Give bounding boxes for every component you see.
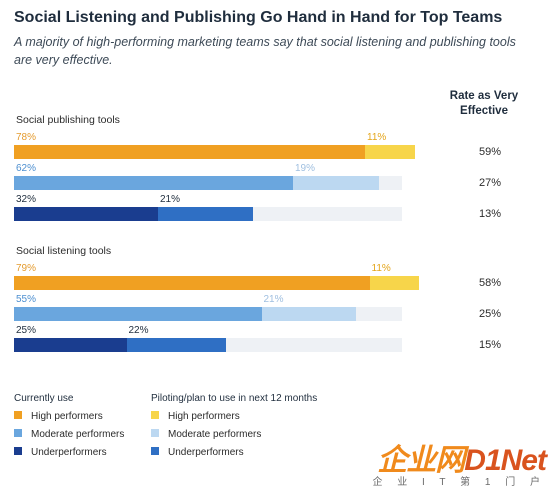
value-label-piloting-high: 11% [371,263,391,274]
bar-currently-use-high [14,276,370,290]
bar-currently-use-under [14,338,127,352]
legend-item-currently-high: High performers [14,411,103,422]
value-label-currently-use-moderate: 62% [16,163,37,174]
rate-value-under: 13% [478,208,502,220]
value-label-piloting-moderate: 21% [263,294,284,305]
bar-piloting-high [365,145,415,159]
watermark-logo: 企业网D1Net 企 业 I T 第 1 门 户 [372,444,547,488]
group-label-publishing: Social publishing tools [16,114,120,126]
rate-column-header: Rate as Very Effective [449,90,519,117]
bar-currently-use-high [14,145,365,159]
legend-swatch [14,447,22,456]
rate-value-moderate: 27% [478,177,502,189]
bar-piloting-high [369,276,419,290]
value-label-currently-use-under: 32% [16,194,37,205]
value-label-currently-use-high: 78% [16,132,37,143]
bar-piloting-moderate [261,307,356,321]
bar-track-moderate [14,307,402,321]
legend-swatch [151,429,159,438]
bar-currently-use-moderate [14,307,262,321]
bar-track-moderate [14,176,402,190]
legend-swatch [151,411,159,420]
value-label-currently-use-under: 25% [16,325,37,336]
bar-piloting-under [126,338,226,352]
bar-piloting-moderate [293,176,379,190]
value-label-piloting-moderate: 19% [295,163,316,174]
bar-track-under [14,338,402,352]
legend-item-currently-under: Underperformers [14,447,107,458]
legend-item-currently-moderate: Moderate performers [14,429,124,440]
bar-piloting-under [158,207,253,221]
rate-value-high: 58% [478,277,502,289]
rate-value-under: 15% [478,339,502,351]
value-label-piloting-under: 21% [160,194,181,205]
group-label-listening: Social listening tools [16,245,112,257]
legend-item-piloting-under: Underperformers [151,447,244,458]
value-label-currently-use-high: 79% [16,263,37,274]
legend-swatch [14,411,22,420]
chart-subtitle: A majority of high-performing marketing … [14,35,516,67]
legend-item-piloting-moderate: Moderate performers [151,429,261,440]
bar-track-high [14,145,415,159]
bar-currently-use-under [14,207,158,221]
value-label-piloting-under: 22% [128,325,149,336]
legend-item-piloting-high: High performers [151,411,240,422]
bar-track-high [14,276,419,290]
legend-swatch [14,429,22,438]
legend-title-piloting: Piloting/plan to use in next 12 months [151,393,318,404]
rate-value-moderate: 25% [478,308,502,320]
bar-track-under [14,207,402,221]
value-label-currently-use-moderate: 55% [16,294,37,305]
chart-title: Social Listening and Publishing Go Hand … [14,9,503,26]
legend-swatch [151,447,159,456]
rate-value-high: 59% [478,146,502,158]
legend-title-currently-use: Currently use [14,393,74,404]
value-label-piloting-high: 11% [367,132,387,143]
bar-currently-use-moderate [14,176,293,190]
